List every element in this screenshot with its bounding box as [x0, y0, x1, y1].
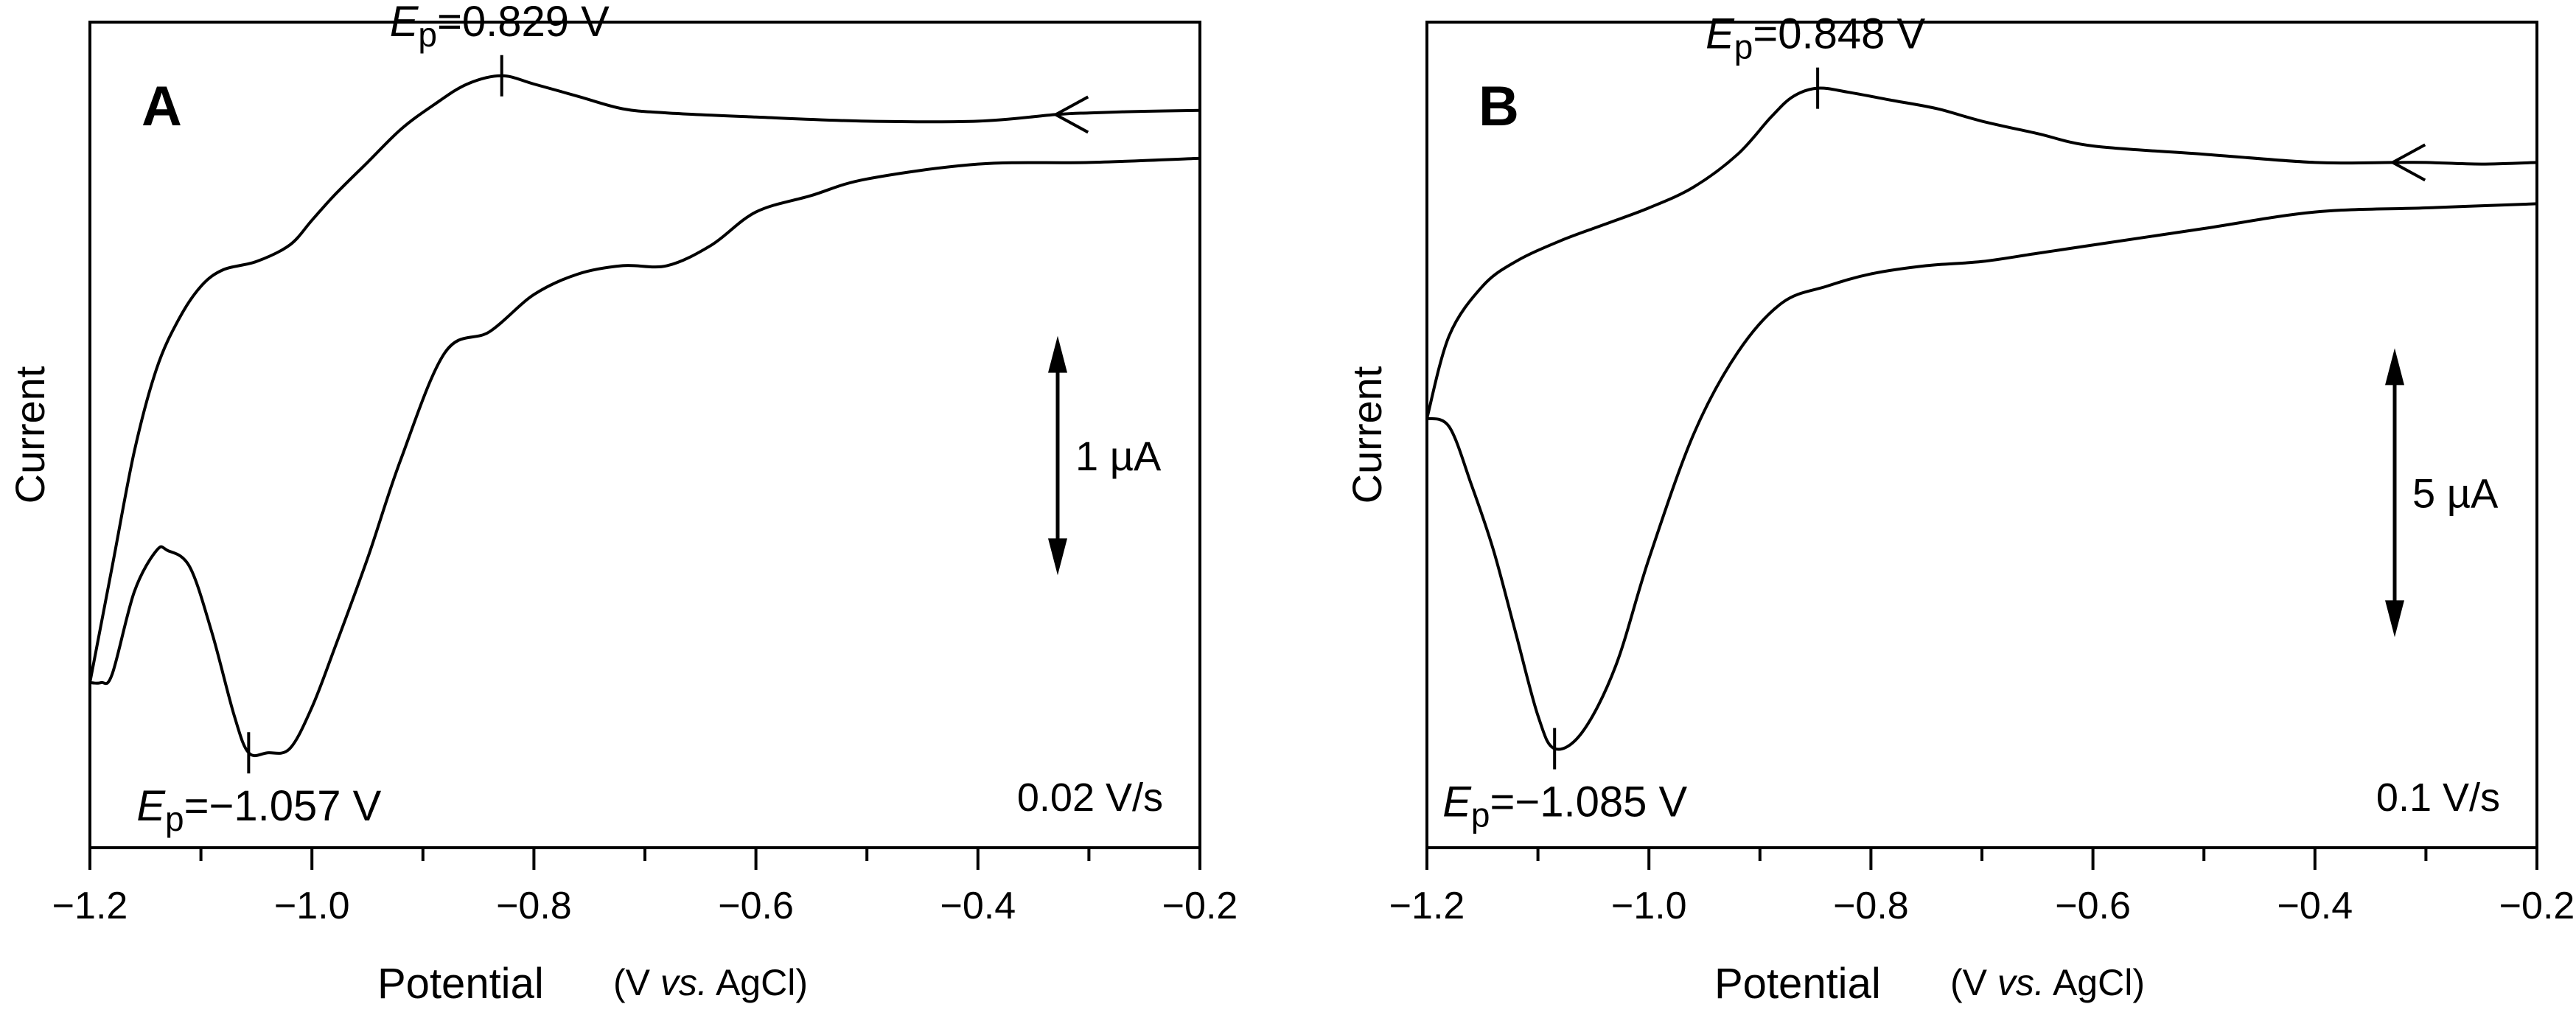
peak-label-value: =0.848 V [1753, 10, 1925, 58]
peak-label-value: =−1.085 V [1490, 778, 1687, 826]
x-tick-label: −1.0 [274, 885, 350, 927]
y-axis-label: Current [1344, 366, 1390, 503]
peak-label-value: =−1.057 V [184, 782, 382, 830]
x-tick-label: −1.2 [1389, 885, 1465, 927]
x-tick-label: −0.8 [496, 885, 572, 927]
scan-rate-label: 0.02 V/s [1017, 775, 1163, 820]
peak-label-value: =0.829 V [437, 0, 610, 46]
peak-label-symbol: E [1442, 778, 1472, 826]
peak-label-subscript: p [165, 800, 184, 838]
y-axis-label: Current [7, 366, 53, 503]
x-tick-label: −1.2 [52, 885, 128, 927]
plot-frame [88, 21, 1201, 849]
x-axis-label: Potential [1714, 960, 1881, 1008]
scan-direction-arrow [1053, 95, 1089, 134]
scale-bar-arrowhead-up [1048, 335, 1067, 373]
peak-label-subscript: p [1471, 796, 1490, 834]
peak-label: Ep=0.829 V [390, 0, 610, 54]
x-tick-label: −1.0 [1611, 885, 1687, 927]
x-axis-unit-suffix: AgCl) [2045, 962, 2145, 1003]
panel-label: A [142, 75, 182, 138]
x-tick-label: −0.4 [940, 885, 1016, 927]
peak-label: Ep=−1.057 V [136, 782, 381, 838]
x-axis-unit-prefix: (V [1950, 962, 1997, 1003]
scan-direction-arrow [2390, 143, 2426, 182]
panel-a: −1.2 −1.0 −0.8 −0.6 −0.4 −0.2 Current Potential… [7, 0, 1238, 1008]
x-axis-unit-suffix: AgCl) [708, 962, 808, 1003]
scale-bar-label: 1 µA [1075, 433, 1162, 479]
scan-rate-label: 0.1 V/s [2376, 775, 2500, 820]
scale-bar-arrowhead-down [2385, 600, 2404, 638]
cathodic-scan-line [1425, 202, 2538, 751]
plot-frame [1425, 21, 2538, 849]
peak-label-symbol: E [136, 782, 166, 830]
x-axis-unit: (V vs. AgCl) [1950, 962, 2145, 1003]
x-tick-label: −0.8 [1833, 885, 1909, 927]
peak-label: Ep=0.848 V [1706, 10, 1925, 66]
peak-label-subscript: p [1734, 28, 1753, 66]
anodic-scan-line [88, 74, 1201, 684]
x-tick-label: −0.6 [718, 885, 794, 927]
x-tick-label: −0.2 [2499, 885, 2575, 927]
anodic-scan-line [1425, 86, 2538, 420]
x-axis-unit-vs: vs. [660, 962, 708, 1003]
peak-label-symbol: E [1706, 10, 1735, 58]
peak-label-subscript: p [418, 15, 437, 54]
peak-label-symbol: E [390, 0, 419, 46]
panel-label: B [1479, 75, 1519, 138]
x-axis-label: Potential [377, 960, 544, 1008]
x-axis-unit: (V vs. AgCl) [613, 962, 808, 1003]
panel-b: −1.2 −1.0 −0.8 −0.6 −0.4 −0.2 Current Potential… [1344, 10, 2575, 1008]
scale-bar-label: 5 µA [2412, 470, 2499, 516]
x-tick-label: −0.6 [2055, 885, 2131, 927]
scale-bar-arrowhead-up [2385, 348, 2404, 386]
x-axis-unit-prefix: (V [613, 962, 660, 1003]
peak-label: Ep=−1.085 V [1442, 778, 1687, 834]
cathodic-scan-line [88, 156, 1201, 758]
x-tick-label: −0.4 [2277, 885, 2353, 927]
x-tick-label: −0.2 [1162, 885, 1238, 927]
x-axis-unit-vs: vs. [1997, 962, 2045, 1003]
scale-bar-arrowhead-down [1048, 538, 1067, 576]
